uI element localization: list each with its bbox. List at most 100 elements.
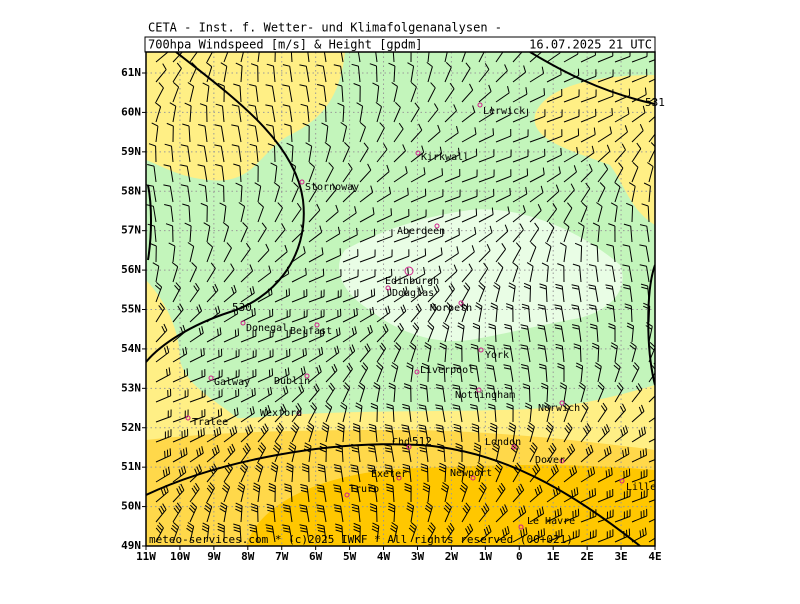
wind-barb	[291, 267, 307, 283]
lon-label: 6W	[309, 550, 323, 563]
wind-barb	[198, 183, 208, 203]
wind-barb	[427, 322, 435, 343]
wind-barb	[393, 102, 401, 123]
wind-barb	[197, 144, 208, 163]
wind-barb	[270, 462, 279, 483]
wind-barb	[189, 347, 205, 363]
wind-barb	[529, 463, 541, 483]
wind-barb	[455, 343, 463, 363]
wind-barb	[325, 248, 341, 263]
contour-label: 530	[232, 301, 252, 314]
contour	[147, 184, 152, 261]
wind-barb	[222, 222, 230, 243]
wind-barb	[529, 222, 540, 243]
wind-barb	[529, 109, 546, 123]
wind-barb	[512, 223, 524, 243]
wind-barb	[147, 164, 157, 183]
wind-barb	[155, 367, 171, 383]
wind-barb	[359, 142, 369, 163]
wind-barb	[155, 345, 170, 363]
wind-barb	[387, 502, 396, 523]
wind-barb	[308, 346, 324, 363]
wind-barb	[524, 402, 533, 423]
wind-barb	[631, 383, 643, 403]
wind-barb	[508, 422, 516, 443]
wind-barb	[325, 183, 337, 203]
wind-barb	[575, 362, 584, 383]
wind-barb	[559, 242, 567, 263]
field-light	[339, 209, 623, 341]
wind-barb	[580, 108, 597, 123]
wind-barb	[427, 168, 443, 183]
wind-barb	[257, 386, 273, 403]
wind-barb	[342, 344, 356, 363]
lat-label: 59N	[121, 145, 141, 158]
wind-barb	[257, 52, 260, 63]
wind-barb	[388, 62, 396, 83]
wind-barb	[299, 84, 310, 103]
wind-barb	[248, 124, 259, 143]
wind-barb	[610, 342, 618, 363]
field-yellow	[146, 52, 345, 181]
wind-barb	[494, 462, 503, 483]
wind-barb	[371, 522, 380, 543]
city-marker	[478, 347, 484, 353]
wind-barb	[631, 87, 647, 103]
wind-barb	[495, 482, 506, 503]
wind-barb	[648, 417, 655, 423]
wind-barb	[393, 166, 408, 183]
city-marker	[458, 300, 464, 306]
wind-barb	[155, 82, 164, 103]
wind-barb	[291, 329, 308, 343]
wind-barb	[155, 323, 168, 343]
wind-barb	[622, 264, 633, 283]
wind-barb	[418, 424, 429, 443]
wind-barb	[631, 68, 648, 83]
wind-barb	[580, 89, 597, 103]
lon-label: 8W	[241, 550, 255, 563]
city-marker	[415, 150, 421, 156]
lon-label: 1E	[547, 550, 560, 563]
city-marker	[406, 444, 412, 450]
wind-barb	[353, 83, 361, 103]
wind-barb	[172, 465, 187, 483]
wind-barb	[495, 188, 511, 203]
wind-barb	[325, 226, 341, 243]
wind-barb	[372, 82, 380, 103]
wind-barb	[631, 362, 640, 383]
wind-barb	[282, 84, 293, 103]
wind-barb	[308, 402, 318, 423]
wind-barb	[169, 102, 177, 123]
wind-barb	[257, 329, 274, 343]
wind-barb	[155, 522, 164, 543]
wind-barb	[478, 169, 495, 183]
wind-barb	[342, 362, 353, 383]
wind-barb	[622, 244, 633, 263]
wind-barb	[470, 343, 480, 363]
wind-barb	[580, 163, 593, 183]
wind-barb	[648, 59, 655, 63]
wind-barb	[235, 62, 243, 83]
lat-label: 49N	[121, 539, 141, 552]
wind-barb	[206, 426, 222, 443]
city-label: Lille	[626, 482, 656, 493]
wind-barb	[580, 202, 588, 223]
wind-barb	[529, 506, 545, 523]
wind-barb	[305, 142, 313, 163]
wind-barb	[442, 322, 450, 343]
wind-barb	[444, 62, 452, 83]
city-marker	[404, 266, 414, 276]
contour	[529, 52, 655, 105]
wind-barb	[563, 183, 575, 203]
wind-barb	[538, 363, 548, 383]
city-label: Aberdeen	[397, 226, 445, 237]
wind-barb	[221, 482, 231, 503]
wind-barb	[443, 502, 452, 523]
wind-barb	[478, 106, 494, 123]
wind-barb	[257, 368, 274, 383]
wind-barb	[614, 125, 628, 143]
wind-barb	[290, 422, 300, 443]
wind-barb	[512, 129, 529, 143]
wind-barb	[206, 369, 223, 383]
wind-barb	[580, 402, 589, 423]
